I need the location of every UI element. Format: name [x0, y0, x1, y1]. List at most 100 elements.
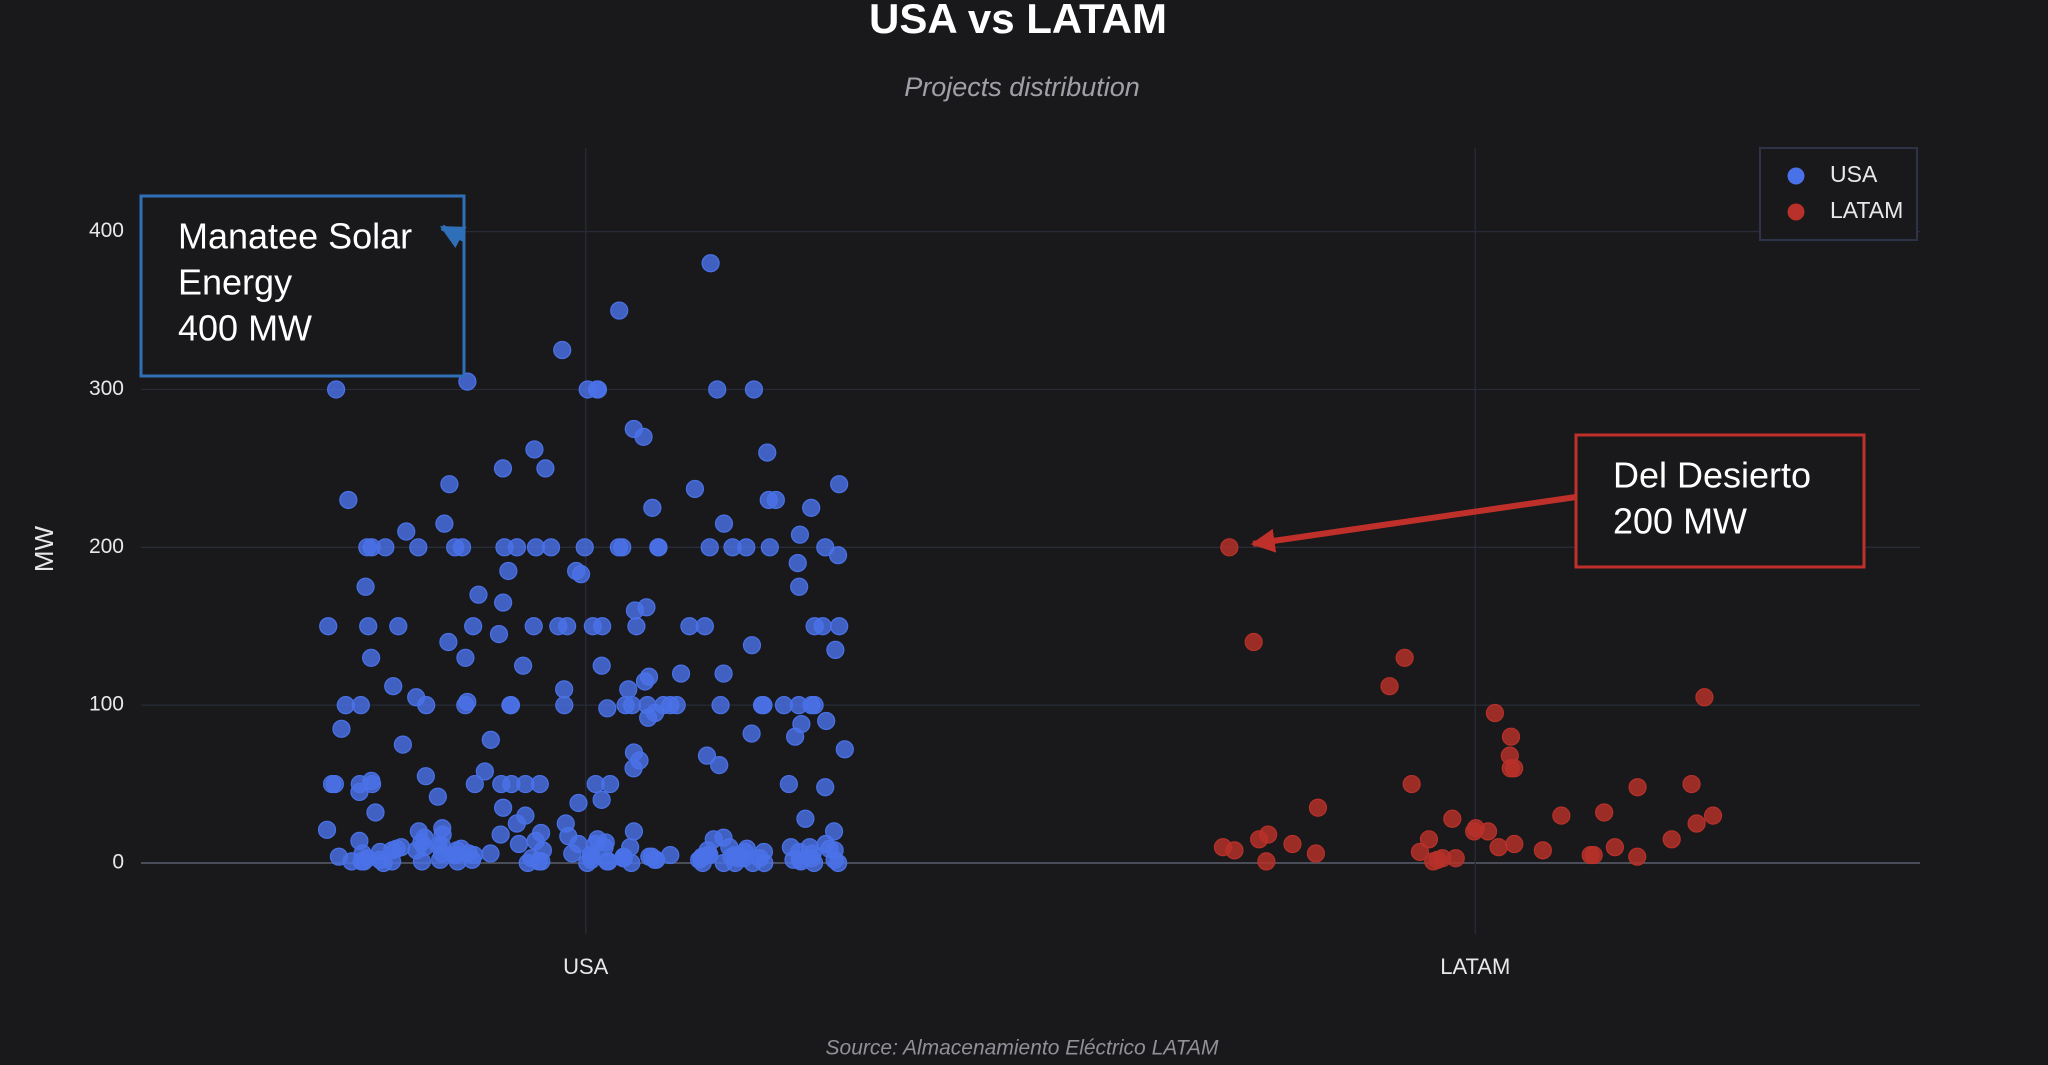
y-axis-label: MW	[29, 525, 59, 572]
point	[493, 459, 513, 478]
y-tick-label: 300	[89, 377, 124, 400]
point	[507, 538, 527, 557]
point	[366, 803, 385, 822]
point	[790, 577, 809, 596]
annotation-text: 200 MW	[1613, 501, 1747, 542]
point	[592, 790, 611, 809]
point	[1703, 806, 1723, 825]
point	[452, 538, 472, 557]
annotation-box	[139, 194, 466, 378]
legend-swatch	[1787, 167, 1805, 185]
point	[755, 853, 774, 873]
point	[1424, 852, 1443, 871]
point	[416, 767, 435, 786]
point	[481, 730, 500, 749]
point	[779, 774, 798, 794]
point	[701, 254, 720, 273]
point	[336, 696, 355, 715]
annotation-text: Manatee Solar	[178, 216, 412, 257]
point	[1662, 830, 1681, 849]
point	[825, 841, 844, 860]
point	[456, 696, 475, 715]
point	[362, 648, 381, 667]
point	[1501, 759, 1520, 778]
point	[465, 774, 484, 794]
chart-title: USA vs LATAM	[869, 0, 1167, 42]
point	[541, 538, 561, 557]
point	[587, 380, 607, 399]
point	[599, 852, 618, 871]
point	[639, 708, 658, 727]
point	[332, 719, 351, 738]
point	[509, 834, 529, 854]
point	[725, 853, 745, 873]
point	[553, 340, 572, 360]
point	[384, 677, 403, 696]
legend-label: LATAM	[1830, 197, 1903, 223]
point	[571, 565, 591, 584]
point	[1687, 814, 1706, 833]
point	[680, 617, 699, 636]
legend-swatch	[1787, 203, 1805, 221]
point	[788, 553, 807, 573]
x-tick-label: USA	[563, 954, 609, 979]
point	[786, 727, 805, 746]
point	[592, 656, 611, 675]
point	[1419, 830, 1439, 849]
point	[412, 852, 432, 871]
point	[635, 672, 655, 691]
point	[317, 820, 337, 839]
point	[742, 636, 762, 655]
point	[835, 740, 854, 759]
point	[359, 617, 378, 636]
point	[598, 699, 617, 718]
annotation-box	[1574, 433, 1866, 569]
point	[1533, 841, 1552, 860]
point	[518, 853, 537, 873]
point	[558, 617, 577, 636]
annotation-text: 400 MW	[178, 308, 312, 349]
point	[464, 617, 483, 636]
point	[439, 632, 458, 652]
point	[555, 696, 574, 715]
point	[536, 459, 555, 478]
point	[1682, 774, 1701, 794]
point	[481, 844, 500, 863]
point	[494, 798, 513, 817]
point	[685, 479, 705, 499]
point	[489, 625, 509, 644]
point	[475, 762, 494, 781]
point	[760, 538, 779, 557]
point	[319, 617, 338, 636]
point	[1465, 822, 1484, 841]
point	[826, 640, 845, 660]
point	[1225, 841, 1244, 860]
point	[817, 711, 836, 731]
point	[813, 617, 832, 636]
point	[353, 844, 372, 863]
point	[737, 538, 756, 557]
point	[1489, 838, 1508, 857]
point	[524, 617, 543, 636]
series-0	[317, 206, 854, 873]
point	[796, 809, 815, 828]
point	[647, 850, 666, 869]
point	[389, 617, 408, 636]
point	[830, 617, 849, 636]
point	[339, 490, 358, 510]
point	[693, 853, 712, 873]
point	[393, 735, 412, 754]
point	[1402, 774, 1421, 794]
point	[507, 814, 526, 833]
legend-box	[1759, 147, 1918, 241]
point	[440, 475, 459, 494]
point	[627, 617, 646, 636]
point	[555, 680, 574, 699]
point	[412, 833, 431, 852]
point	[789, 696, 808, 715]
source-note: Source: Almacenamiento Eléctrico LATAM	[826, 1037, 1219, 1060]
point	[1501, 727, 1521, 746]
point	[1395, 648, 1414, 667]
point	[805, 696, 824, 715]
